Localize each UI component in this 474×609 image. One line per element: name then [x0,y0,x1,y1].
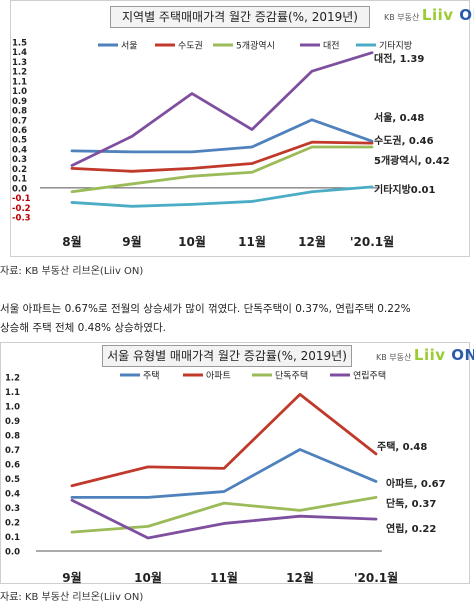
legend-label: 연립주택 [353,371,386,382]
series-line [70,498,378,540]
y-tick-label: 0.9 [12,97,27,107]
y-tick-label: 1.2 [5,374,20,384]
y-tick-label: 0.7 [5,446,20,456]
y-tick-label: 1.1 [5,388,20,398]
y-tick-label: 0.8 [5,432,20,442]
series-end-label: 5개광역시, 0.42 [374,154,450,167]
x-tick-label: 12월 [298,234,326,249]
seoul-type-chart-frame [0,342,470,584]
x-tick-label: 11월 [210,570,238,585]
x-tick-label: '20.1월 [350,234,394,249]
logo-prefix: KB 부동산 [376,353,412,362]
legend-label: 서울 [121,41,138,52]
kb-liiv-logo-2: KB 부동산 Liiv ON [376,346,474,364]
y-tick-label: 0.4 [5,490,20,500]
y-tick-label: 1.4 [12,48,27,58]
y-tick-label: 0.5 [12,136,27,146]
series-end-label: 주택, 0.48 [377,440,427,453]
legend-label: 수도권 [178,40,203,52]
logo-brand: Liiv ON [421,6,474,24]
regional-chart-frame [10,0,470,257]
legend-label: 기타지방 [379,41,412,52]
series-end-label: 기타지방0.01 [374,183,436,196]
y-tick-label: 0.4 [12,145,27,155]
series-end-label: 대전, 1.39 [374,52,424,65]
y-tick-label: 0.2 [5,519,20,529]
y-tick-label: 0.0 [5,548,20,558]
y-tick-label: 0.3 [5,504,20,514]
legend-label: 5개광역시 [236,40,275,52]
summary-line-1: 서울 아파트는 0.67%로 전월의 상승세가 많이 꺾였다. 단독주택이 0.… [0,303,411,315]
x-tick-label: '20.1월 [354,570,398,585]
y-tick-label: 0.8 [12,107,27,117]
x-tick-label: 10월 [134,570,162,585]
y-tick-label: 0.3 [12,155,27,165]
y-tick-label: 0.6 [12,126,27,136]
x-tick-label: 9월 [62,570,81,585]
series-line [70,118,374,154]
series-line [70,392,378,488]
legend-label: 아파트 [206,371,231,382]
regional-chart-title: 지역별 주택매매가격 월간 증감률(%, 2019년) [110,6,370,28]
y-tick-label: -0.1 [12,194,31,204]
legend-label: 주택 [143,371,160,382]
y-tick-label: 1.0 [5,403,20,413]
y-tick-label: 0.1 [12,175,27,185]
series-end-label: 단독, 0.37 [386,497,436,510]
x-tick-label: 10월 [178,234,206,249]
series-line [70,145,374,194]
y-tick-label: 1.3 [12,58,27,68]
kb-liiv-logo-1: KB 부동산 Liiv ON [384,6,474,24]
regional-line-chart: -0.3-0.2-0.10.00.10.20.30.40.50.60.70.80… [12,39,450,250]
y-tick-label: 0.5 [5,475,20,485]
y-tick-label: -0.3 [12,214,31,224]
y-tick-label: 0.9 [5,417,20,427]
series-line [70,448,378,499]
series-end-label: 서울, 0.48 [374,111,424,124]
series-line [70,185,374,208]
series-end-label: 연립, 0.22 [386,522,436,535]
y-tick-label: 1.5 [12,39,27,49]
x-tick-label: 8월 [62,234,81,249]
summary-line-2: 상승해 주택 전체 0.48% 상승하였다. [0,322,166,334]
y-tick-label: 0.1 [5,533,20,543]
logo-brand: Liiv ON [413,346,474,364]
x-tick-label: 11월 [238,234,266,249]
source-note-1: 자료: KB 부동산 리브온(Liiv ON) [0,266,144,277]
series-end-label: 수도권, 0.46 [374,135,434,147]
legend-label: 대전 [323,41,340,52]
y-tick-label: 0.6 [5,461,20,471]
x-tick-label: 12월 [286,570,314,585]
series-end-label: 아파트, 0.67 [386,477,446,490]
y-tick-label: 1.0 [12,87,27,97]
y-tick-label: 0.0 [12,184,27,194]
x-tick-label: 9월 [122,234,141,249]
seoul-type-chart-title: 서울 유형별 매매가격 월간 증감률(%, 2019년) [102,345,352,367]
source-note-2: 자료: KB 부동산 리브온(Liiv ON) [0,592,144,603]
series-line [70,495,378,534]
series-line [70,51,374,167]
y-tick-label: 0.7 [12,116,27,126]
y-tick-label: 0.2 [12,165,27,175]
y-tick-label: -0.2 [12,204,31,214]
legend-label: 단독주택 [275,371,308,382]
y-tick-label: 1.1 [12,77,27,87]
logo-prefix: KB 부동산 [384,13,420,22]
y-tick-label: 1.2 [12,68,27,78]
series-line [70,140,374,173]
